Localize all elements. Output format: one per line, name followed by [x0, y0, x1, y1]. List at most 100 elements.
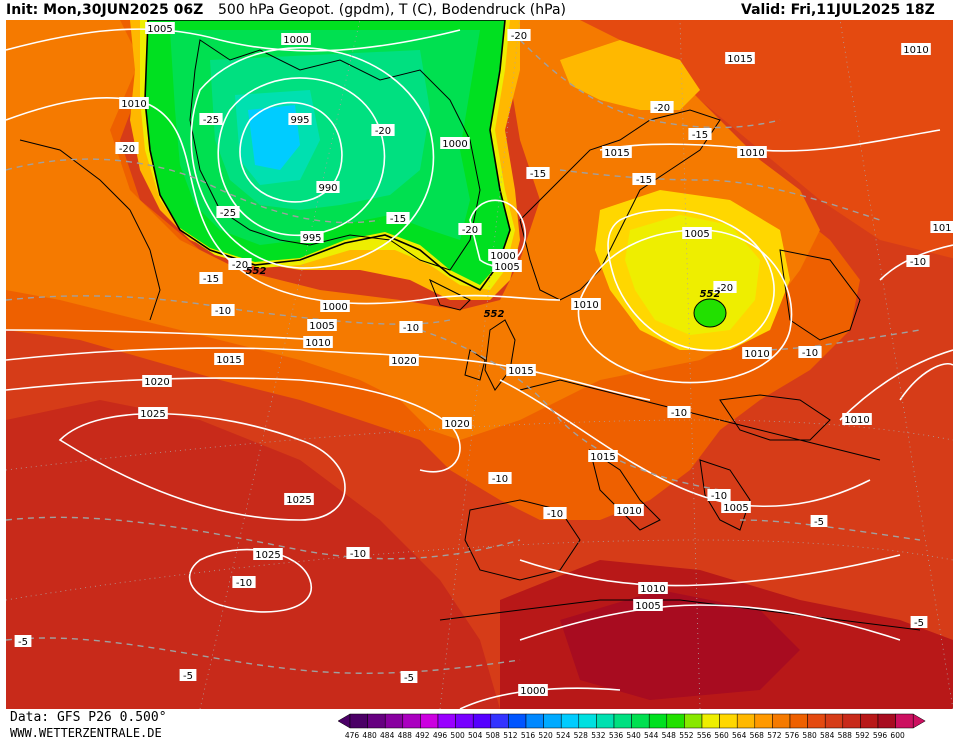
legend-swatch: [807, 713, 826, 729]
temperature-label-text: -15: [530, 169, 546, 180]
field-trough-low: [693, 298, 727, 328]
temperature-label-text: -15: [692, 130, 708, 141]
temperature-label: -15: [386, 212, 410, 225]
legend-arrow-high: [912, 713, 926, 729]
temperature-label: -5: [400, 671, 418, 684]
legend-tick-label: 512: [503, 731, 518, 740]
isobar-label: 1010: [571, 298, 601, 311]
isobar-label-text: 1010: [844, 415, 869, 426]
temperature-label-text: -15: [390, 214, 406, 225]
legend-swatch: [824, 713, 844, 729]
field-ne: [6, 20, 953, 259]
legend-swatch: [367, 713, 386, 729]
field-orange-band: [6, 20, 860, 520]
legend-tick-label: 584: [820, 731, 835, 740]
temperature-label: -25: [216, 206, 240, 219]
isobar-label: 1015: [214, 353, 244, 366]
isobar-label: 1005: [633, 599, 663, 612]
legend-tick-label: 500: [450, 731, 465, 740]
data-source: Data: GFS P26 0.500°: [10, 710, 167, 725]
legend-tick-label: 528: [574, 731, 589, 740]
isobar-label: 1015: [602, 146, 632, 159]
legend-tick-label: 560: [714, 731, 729, 740]
color-legend: 476 480 484 488 492 496 500 504 508 512 516 520 524 5…: [337, 713, 926, 740]
isobar-label: 1010: [614, 504, 644, 517]
temperature-label: -20: [115, 142, 139, 155]
legend-tick-label: 484: [380, 731, 395, 740]
isobar-label: 1000: [488, 249, 518, 262]
isobar-label-text: 1005: [147, 24, 172, 35]
geopotential-label: 552: [700, 289, 721, 300]
isobar-label-text: 1025: [286, 495, 311, 506]
legend-swatch: [578, 713, 597, 729]
isobar-label: 1025: [284, 493, 314, 506]
isobar-label: 1000: [281, 33, 311, 46]
legend-arrow-low: [337, 713, 351, 729]
geopotential-552-contour: [144, 20, 511, 292]
temperature-label-text: -15: [203, 274, 219, 285]
temperature-label: -10: [211, 304, 235, 317]
isobar-label-text: 1025: [255, 550, 280, 561]
isobar-label-text: 1010: [739, 148, 764, 159]
temperature-label-text: -10: [236, 578, 252, 589]
temperature-label-text: -20: [717, 283, 733, 294]
isobar-label-text: 1010: [744, 349, 769, 360]
isobar-label-text: 1010: [305, 338, 330, 349]
temperature-label: -5: [910, 616, 928, 629]
website-link[interactable]: WWW.WETTERZENTRALE.DE: [10, 726, 162, 740]
legend-swatch: [736, 713, 756, 729]
legend-swatch: [895, 713, 914, 729]
isobar-label-text: 1005: [723, 503, 748, 514]
isobar-label: 1005: [682, 227, 712, 240]
temperature-label-text: -5: [814, 517, 824, 528]
legend-swatch: [719, 713, 738, 729]
legend-swatch: [772, 713, 791, 729]
legend-tick-label: 592: [855, 731, 870, 740]
temperature-label: -15: [526, 167, 550, 180]
isobar-label-text: 1000: [490, 251, 515, 262]
legend-tick-label: 576: [785, 731, 800, 740]
isobar-label-text: 1020: [444, 419, 469, 430]
isobar-label-text: 101: [932, 223, 951, 234]
legend-swatch: [666, 713, 685, 729]
weather-map[interactable]: 1005 1000 1015 1010 1010 995 1000 1015 1010 990 99…: [6, 20, 953, 709]
legend-tick-label: 556: [697, 731, 712, 740]
legend-swatch: [455, 713, 474, 729]
temperature-label-text: -20: [232, 260, 248, 271]
isobar-label-text: 1000: [520, 686, 545, 697]
isobar-label: 1010: [737, 146, 767, 159]
isobar-label-text: 1015: [590, 452, 615, 463]
temperature-label-text: -20: [654, 103, 670, 114]
isobar-label: 1005: [492, 260, 522, 273]
legend-swatch: [631, 713, 650, 729]
valid-time: Valid: Fri,11JUL2025 18Z: [741, 2, 935, 18]
temperature-label: -10: [707, 489, 731, 502]
isobar-label: 1010: [119, 97, 149, 110]
legend-tick-label: 572: [767, 731, 782, 740]
isobar-label-text: 1005: [494, 262, 519, 273]
temperature-labels: -20 -25 -20 -20 -20 -15 -15 -15 -25 -15 -20 -20 -15 -…: [14, 29, 930, 684]
temperature-label-text: -20: [511, 31, 527, 42]
isobar-label-text: 1010: [640, 584, 665, 595]
isobar-label: 1000: [320, 300, 350, 313]
temperature-label: -15: [632, 173, 656, 186]
isobar-lines: [6, 28, 953, 709]
isobar-label: 1025: [138, 407, 168, 420]
temperature-label: -5: [14, 635, 32, 648]
isobar-label-text: 1020: [144, 377, 169, 388]
isobar-label: 1000: [440, 137, 470, 150]
isobar-label: 990: [316, 181, 340, 194]
temperature-label-text: -25: [203, 115, 219, 126]
temperature-label-text: -10: [492, 474, 508, 485]
temperature-label: -25: [199, 113, 223, 126]
isobar-label-text: 1005: [684, 229, 709, 240]
legend-swatch: [789, 713, 808, 729]
legend-swatch: [490, 713, 509, 729]
legend-tick-label: 480: [362, 731, 377, 740]
temperature-label-text: -20: [462, 225, 478, 236]
isobar-label-text: 995: [302, 233, 321, 244]
legend-swatch: [648, 713, 668, 729]
lat-lon-grid: [6, 20, 953, 709]
isobar-label-text: 1010: [616, 506, 641, 517]
legend-tick-label: 520: [538, 731, 553, 740]
